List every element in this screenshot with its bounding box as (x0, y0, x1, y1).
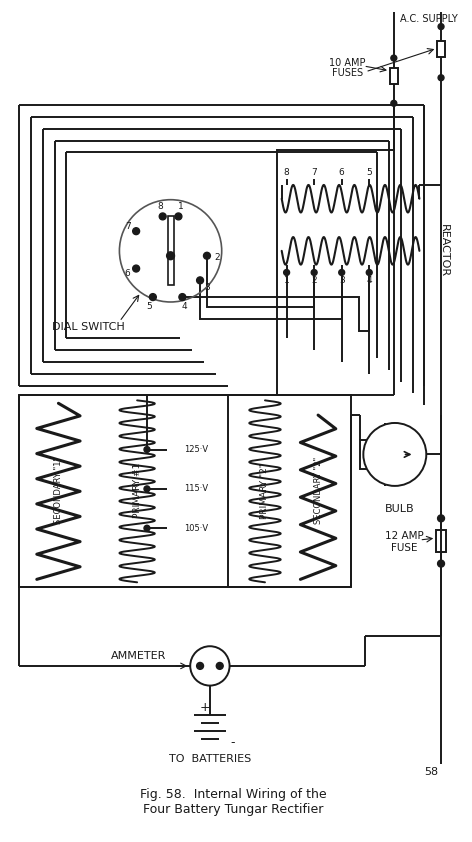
Bar (437, 41, 445, 57)
Text: 4: 4 (366, 276, 372, 285)
Text: PRIMARY "2": PRIMARY "2" (261, 463, 270, 519)
Text: SECONDARY "2": SECONDARY "2" (313, 457, 322, 525)
Text: 5: 5 (366, 168, 372, 177)
Circle shape (144, 446, 150, 452)
Text: A.C. SUPPLY: A.C. SUPPLY (400, 13, 457, 24)
Text: +: + (200, 701, 211, 714)
Text: 6: 6 (339, 168, 345, 177)
Circle shape (167, 252, 175, 259)
Text: -: - (230, 736, 235, 749)
Circle shape (438, 75, 444, 81)
Circle shape (438, 24, 444, 29)
Text: FUSES: FUSES (332, 68, 363, 77)
Circle shape (133, 227, 140, 235)
Text: BULB: BULB (385, 504, 414, 514)
Bar (436, 530, 446, 552)
Text: AMMETER: AMMETER (111, 651, 167, 661)
Text: 7: 7 (125, 221, 130, 231)
Circle shape (144, 486, 150, 492)
Circle shape (366, 269, 372, 275)
Circle shape (363, 423, 426, 486)
Text: TO  BATTERIES: TO BATTERIES (169, 754, 251, 765)
Text: SECONDARY "1": SECONDARY "1" (54, 457, 63, 525)
Text: 115·V: 115·V (185, 484, 209, 493)
Text: 8: 8 (284, 168, 289, 177)
Text: PRIMARY #1: PRIMARY #1 (133, 463, 142, 519)
Circle shape (144, 525, 150, 531)
Text: 105·V: 105·V (185, 524, 209, 533)
Text: 1: 1 (284, 276, 289, 285)
Circle shape (311, 269, 317, 275)
Text: 5: 5 (146, 301, 152, 311)
Circle shape (391, 100, 397, 106)
Bar (390, 68, 398, 83)
Text: 10 AMP: 10 AMP (329, 58, 366, 68)
Text: 2: 2 (312, 276, 317, 285)
Circle shape (159, 213, 166, 220)
Text: 1: 1 (178, 202, 184, 211)
Text: 7: 7 (312, 168, 317, 177)
Circle shape (190, 647, 229, 685)
Circle shape (391, 55, 397, 61)
Text: Fig. 58.  Internal Wiring of the
Four Battery Tungar Rectifier: Fig. 58. Internal Wiring of the Four Bat… (140, 787, 327, 816)
Text: DIAL SWITCH: DIAL SWITCH (51, 322, 124, 332)
Circle shape (216, 663, 223, 669)
Circle shape (133, 265, 140, 272)
Circle shape (197, 277, 203, 284)
Circle shape (197, 663, 203, 669)
Text: 8: 8 (158, 202, 163, 211)
Circle shape (179, 294, 186, 301)
Circle shape (175, 213, 182, 220)
Text: 6: 6 (125, 269, 130, 278)
Bar (361, 440, 385, 469)
Circle shape (150, 294, 156, 301)
Text: 58: 58 (424, 767, 438, 777)
Text: 12 AMP: 12 AMP (385, 531, 424, 541)
Text: FUSE: FUSE (391, 543, 418, 553)
Text: 125·V: 125·V (185, 445, 209, 454)
Circle shape (203, 253, 211, 259)
Circle shape (339, 269, 345, 275)
Text: REACTOR: REACTOR (439, 224, 449, 277)
Bar (168, 216, 174, 285)
Circle shape (438, 515, 445, 522)
Circle shape (284, 269, 290, 275)
Bar (19, 396, 351, 587)
Text: 2: 2 (214, 253, 219, 262)
Text: 3: 3 (339, 276, 345, 285)
Text: 3: 3 (204, 283, 210, 292)
Text: 4: 4 (182, 302, 187, 311)
Circle shape (438, 560, 445, 567)
